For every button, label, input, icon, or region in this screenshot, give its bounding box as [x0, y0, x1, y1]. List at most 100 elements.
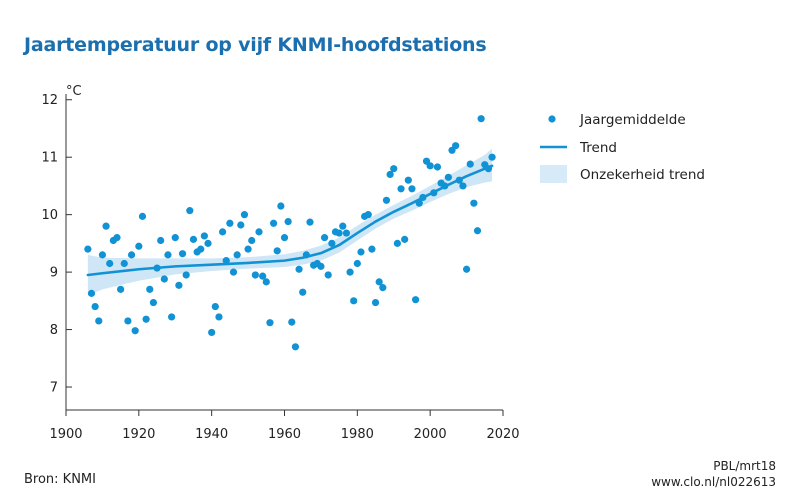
data-point: [299, 288, 307, 296]
data-point: [98, 251, 107, 259]
data-point: [295, 265, 303, 273]
data-point: [95, 317, 103, 325]
data-point: [84, 245, 92, 253]
x-tick-label: 2000: [414, 427, 447, 442]
data-point: [328, 239, 336, 247]
data-point: [248, 236, 256, 245]
legend-marker-band: [540, 165, 567, 183]
data-point: [189, 235, 198, 243]
data-point: [408, 185, 416, 193]
data-point: [251, 271, 259, 279]
data-point: [335, 229, 343, 237]
data-point: [186, 207, 194, 215]
reference-url: www.clo.nl/nl022613: [651, 475, 776, 489]
data-point: [197, 245, 205, 253]
data-point: [477, 115, 485, 123]
data-point: [375, 278, 383, 286]
data-point: [113, 234, 121, 242]
source-label: Bron: KNMI: [24, 472, 96, 487]
data-point: [320, 234, 329, 242]
data-point: [215, 313, 223, 321]
data-point: [269, 219, 278, 227]
data-point: [484, 165, 493, 173]
data-point: [452, 142, 460, 150]
data-point: [124, 317, 132, 325]
data-point: [404, 176, 412, 184]
x-tick-label: 1900: [49, 427, 82, 442]
data-point: [284, 217, 292, 226]
data-point: [397, 185, 405, 193]
trend-line: [86, 164, 494, 277]
data-point: [87, 289, 96, 297]
data-point: [280, 234, 289, 242]
data-point: [255, 228, 263, 236]
data-point: [131, 327, 139, 335]
x-tick-label: 1920: [122, 427, 155, 442]
data-point: [149, 298, 157, 307]
y-tick-label: 7: [50, 381, 58, 396]
chart-title: Jaartemperatuur op vijf KNMI-hoofdstatio…: [24, 34, 487, 56]
data-point: [102, 222, 110, 230]
data-point: [262, 278, 270, 286]
data-point: [382, 196, 391, 204]
data-point: [266, 319, 274, 327]
data-point: [240, 211, 249, 219]
data-point: [157, 236, 165, 245]
data-point: [415, 199, 423, 207]
y-tick-label: 12: [41, 93, 58, 108]
data-point: [178, 250, 187, 258]
data-point: [393, 239, 401, 247]
data-point: [160, 275, 168, 283]
trend-line-layer: [86, 164, 494, 277]
data-point: [444, 173, 452, 181]
data-point: [412, 296, 420, 304]
data-point: [346, 268, 354, 276]
legend-label-points: Jaargemiddelde: [579, 112, 686, 128]
data-point: [208, 328, 216, 337]
data-point: [226, 219, 234, 227]
data-point: [106, 259, 114, 268]
data-point: [277, 202, 285, 210]
data-point: [91, 302, 99, 311]
data-point: [259, 272, 267, 280]
data-point: [324, 271, 332, 279]
y-tick-label: 11: [41, 151, 58, 166]
data-point: [401, 235, 409, 243]
data-point: [171, 234, 179, 242]
legend-label-band: Onzekerheid trend: [580, 167, 705, 183]
data-point: [302, 251, 310, 259]
data-point-layer: [84, 115, 496, 351]
legend: Jaargemiddelde Trend Onzekerheid trend: [540, 112, 705, 183]
data-point: [229, 268, 238, 276]
x-tick-label: 2020: [486, 427, 519, 442]
data-point: [164, 251, 172, 259]
x-tick-label: 1940: [195, 427, 228, 442]
data-point: [182, 271, 190, 279]
x-tick-label: 1960: [268, 427, 301, 442]
data-point: [175, 281, 183, 289]
data-point: [120, 259, 128, 268]
data-point: [117, 285, 125, 293]
publication-code: PBL/mrt18: [713, 459, 776, 473]
data-point: [306, 218, 314, 226]
data-point: [135, 242, 143, 250]
data-point: [233, 251, 241, 259]
data-point: [379, 284, 387, 292]
data-point: [146, 285, 154, 293]
axis-layer: 7 8 9 10 11 12 1900 1920 1940 1960 1980 2000 2020: [41, 93, 519, 442]
data-point: [466, 160, 474, 168]
uncertainty-band: [87, 148, 493, 296]
data-point: [455, 176, 463, 184]
data-point: [288, 318, 296, 326]
data-point: [419, 193, 427, 202]
data-point: [339, 222, 347, 230]
legend-label-trend: Trend: [579, 140, 617, 156]
data-point: [368, 245, 376, 253]
x-tick-label: 1980: [341, 427, 374, 442]
data-point: [218, 228, 227, 236]
data-point: [244, 245, 252, 253]
data-point: [317, 262, 325, 270]
data-point: [371, 298, 380, 307]
y-tick-label: 8: [50, 323, 58, 338]
